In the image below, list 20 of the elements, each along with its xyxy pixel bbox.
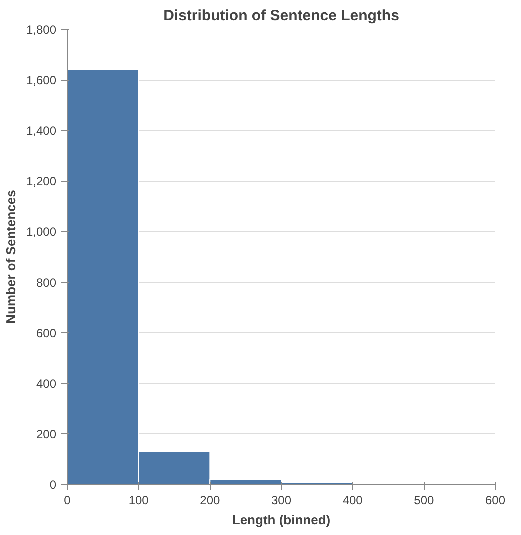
y-axis-title: Number of Sentences — [3, 190, 18, 324]
y-tick-label: 1,200 — [26, 174, 57, 189]
x-axis-title: Length (binned) — [232, 512, 331, 528]
y-tick-label: 800 — [36, 276, 57, 290]
chart-title: Distribution of Sentence Lengths — [164, 8, 400, 24]
y-tick-label: 1,400 — [26, 124, 57, 138]
y-tick-label: 0 — [50, 478, 57, 492]
x-tick-label: 300 — [271, 494, 292, 508]
y-tick-label: 1,800 — [26, 23, 57, 37]
y-tick-label: 400 — [36, 376, 57, 391]
y-tick-label: 1,000 — [26, 225, 57, 240]
x-tick-label: 0 — [64, 494, 72, 508]
x-tick-label: 500 — [414, 494, 435, 508]
x-tick-label: 100 — [128, 494, 150, 508]
x-tick-label: 600 — [485, 494, 506, 508]
y-tick-label: 200 — [36, 427, 57, 442]
x-tick-label: 200 — [200, 494, 221, 508]
y-tick-label: 1,600 — [26, 74, 57, 88]
y-tick-label: 600 — [36, 326, 57, 340]
x-tick-label: 400 — [342, 494, 364, 508]
